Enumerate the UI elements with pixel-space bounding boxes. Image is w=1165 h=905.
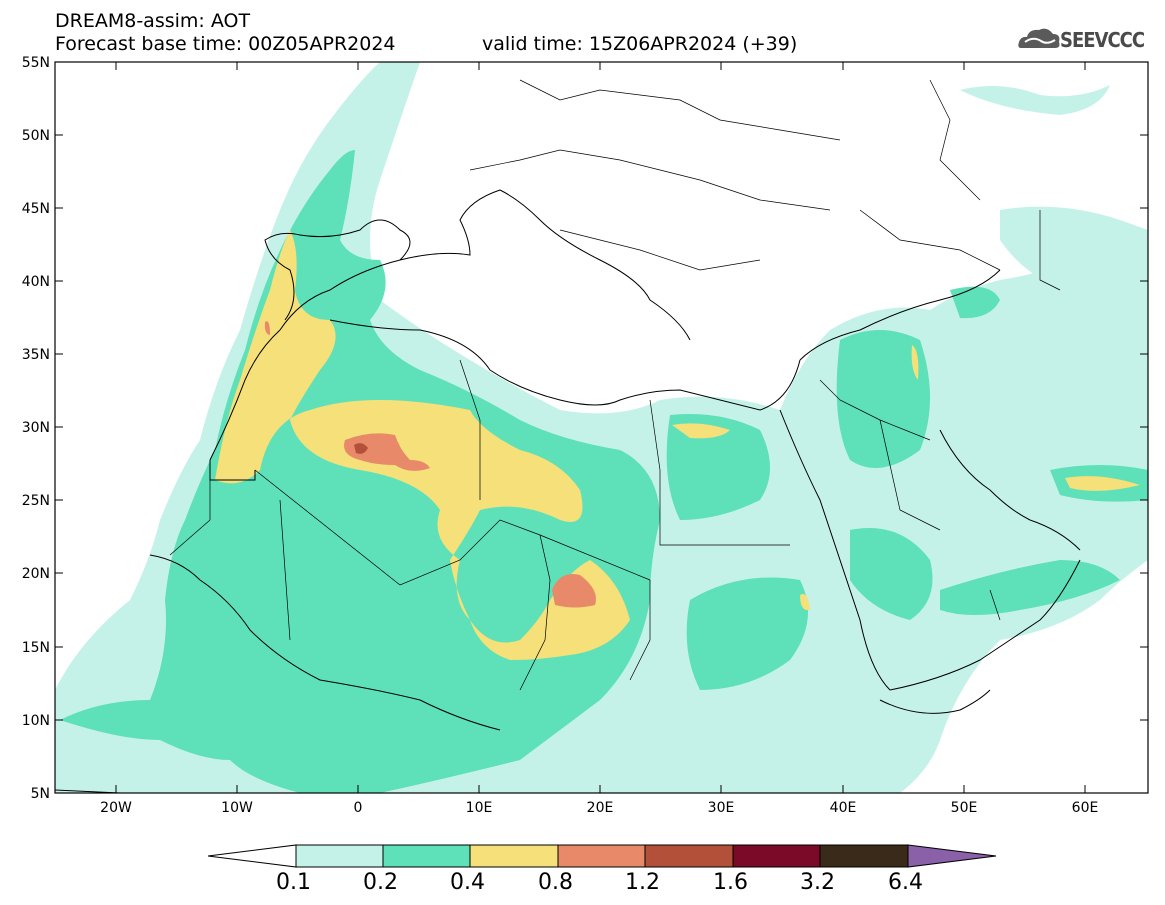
colorbar-label: 1.2 [625,870,660,895]
lat-label: 40N [22,274,50,290]
aot-level-0.2-sudan [686,577,808,690]
lon-label: 30E [708,800,735,816]
lon-label: 10E [466,800,493,816]
colorbar-swatch [819,844,909,868]
colorbar-swatch [644,844,734,868]
lat-label: 50N [22,128,50,144]
colorbar-label: 0.8 [538,870,573,895]
aot-level-0.1-north [960,85,1110,115]
aot-field [55,62,1148,793]
aot-level-0.2-oman [940,560,1120,615]
colorbar-label: 1.6 [713,870,748,895]
aot-level-1.2-algeria [354,443,368,454]
aot-level-0.4-gulf [1065,476,1140,491]
colorbar-label: 0.1 [276,870,311,895]
lon-label: 50E [951,800,978,816]
lat-label: 5N [31,786,50,802]
forecast-base-time: Forecast base time: 00Z05APR2024 [55,33,396,55]
lon-ticks [115,62,1086,793]
lon-label: 0 [354,800,363,816]
lon-label: 20W [100,800,132,816]
lat-label: 15N [22,640,50,656]
aot-level-0.2-iraq [836,330,930,468]
map-title: DREAM8-assim: AOT [55,10,251,32]
aot-level-0.2-arabia [850,528,933,620]
aot-level-0.4-iraq [911,345,919,380]
lat-ticks [55,61,1148,721]
lon-label: 40E [830,800,857,816]
colorbar-low-arrow [207,844,297,868]
colorbar [207,844,997,868]
aot-level-0.8-morocco [264,321,270,335]
lat-label: 20N [22,566,50,582]
aot-level-0.2 [60,150,660,793]
colorbar-label: 3.2 [800,870,835,895]
lon-label: 20E [587,800,614,816]
cloud-logo-icon [1018,28,1060,48]
aot-level-0.4 [215,230,630,660]
colorbar-label: 6.4 [888,870,923,895]
coastlines [55,189,1081,793]
logo-text: SEEVCCC [1060,28,1145,52]
colorbar-swatch [732,844,821,868]
colorbar-swatch [469,844,559,868]
aot-level-0.4-red-sea [800,594,810,611]
lat-label: 25N [22,493,50,509]
aot-level-0.8-algeria [344,433,430,471]
political-borders [169,79,1061,691]
aot-level-0.2-caspian [950,286,1000,319]
lat-label: 55N [22,55,50,71]
lat-label: 30N [22,420,50,436]
lat-label: 35N [22,347,50,363]
valid-time: valid time: 15Z06APR2024 (+39) [482,33,798,55]
colorbar-swatch [295,844,384,868]
lat-label: 10N [22,713,50,729]
colorbar-label: 0.2 [363,870,398,895]
lat-label: 45N [22,201,50,217]
colorbar-label: 0.4 [450,870,485,895]
lon-label: 10W [221,800,253,816]
aot-level-0.2-egypt [666,414,770,520]
aot-level-0.8-chad [552,574,596,608]
aot-level-0.1-caspian [1000,206,1148,300]
aot-level-0.4-egypt [672,423,730,439]
colorbar-high-arrow [907,844,997,868]
colorbar-swatch [382,844,471,868]
colorbar-swatch [557,844,646,868]
lon-label: 60E [1072,800,1099,816]
